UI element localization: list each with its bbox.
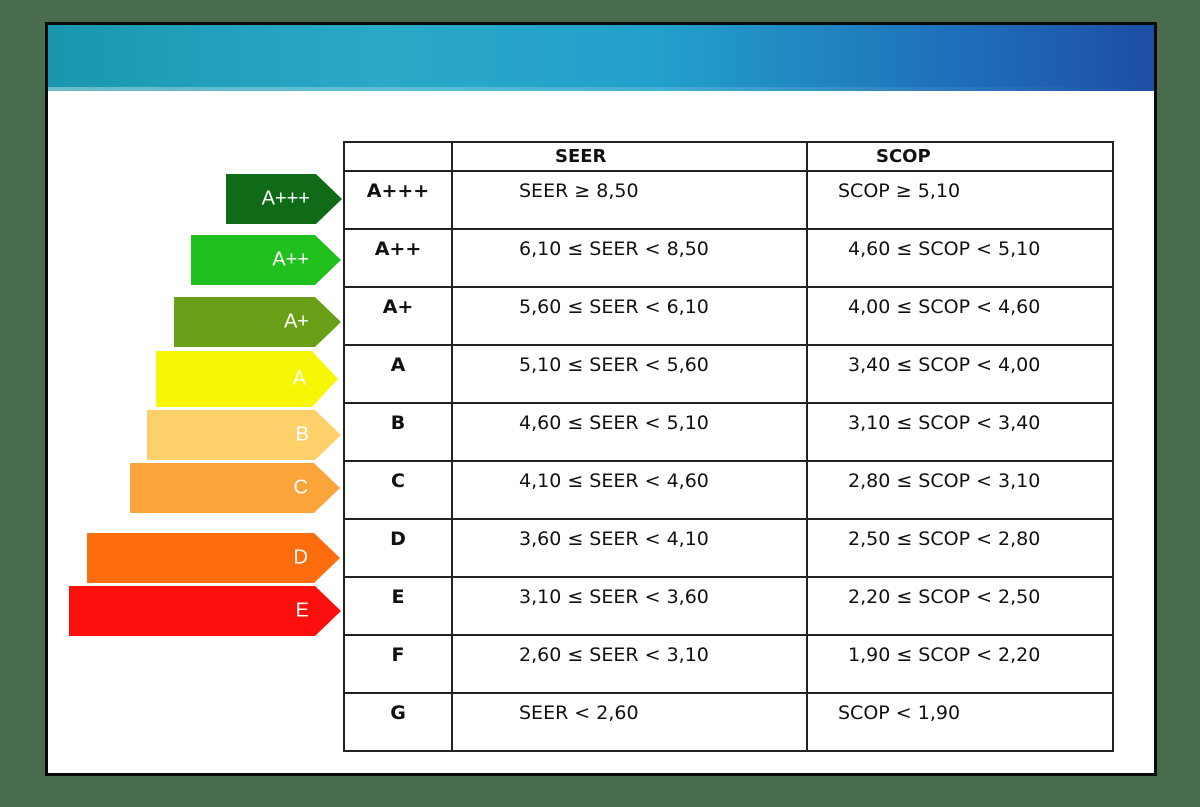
scop-cell: 3,10 ≤ SCOP < 3,40: [807, 403, 1113, 461]
scop-cell: 1,90 ≤ SCOP < 2,20: [807, 635, 1113, 693]
class-cell: C: [344, 461, 452, 519]
arrow-a3plus: A+++: [226, 174, 342, 224]
class-cell: D: [344, 519, 452, 577]
scop-cell: 4,60 ≤ SCOP < 5,10: [807, 229, 1113, 287]
class-cell: B: [344, 403, 452, 461]
arrow-d: D: [87, 533, 340, 583]
seer-cell: 6,10 ≤ SEER < 8,50: [452, 229, 807, 287]
arrow-label: A++: [272, 249, 309, 272]
seer-cell: 5,60 ≤ SEER < 6,10: [452, 287, 807, 345]
scop-cell: 3,40 ≤ SCOP < 4,00: [807, 345, 1113, 403]
class-cell: A++: [344, 229, 452, 287]
class-cell: E: [344, 577, 452, 635]
table-row: D 3,60 ≤ SEER < 4,10 2,50 ≤ SCOP < 2,80: [344, 519, 1113, 577]
arrow-label: E: [296, 600, 309, 623]
header-class: [344, 142, 452, 171]
scop-cell: SCOP < 1,90: [807, 693, 1113, 751]
arrow-a: A: [156, 351, 338, 407]
seer-cell: 4,60 ≤ SEER < 5,10: [452, 403, 807, 461]
table-row: C 4,10 ≤ SEER < 4,60 2,80 ≤ SCOP < 3,10: [344, 461, 1113, 519]
table-row: E 3,10 ≤ SEER < 3,60 2,20 ≤ SCOP < 2,50: [344, 577, 1113, 635]
scop-cell: 2,20 ≤ SCOP < 2,50: [807, 577, 1113, 635]
table-row: A+ 5,60 ≤ SEER < 6,10 4,00 ≤ SCOP < 4,60: [344, 287, 1113, 345]
table-row: A++ 6,10 ≤ SEER < 8,50 4,60 ≤ SCOP < 5,1…: [344, 229, 1113, 287]
arrow-label: A+: [284, 311, 309, 334]
table-row: A+++ SEER ≥ 8,50 SCOP ≥ 5,10: [344, 171, 1113, 229]
table-row: A 5,10 ≤ SEER < 5,60 3,40 ≤ SCOP < 4,00: [344, 345, 1113, 403]
seer-cell: SEER ≥ 8,50: [452, 171, 807, 229]
table-row: G SEER < 2,60 SCOP < 1,90: [344, 693, 1113, 751]
class-cell: G: [344, 693, 452, 751]
class-cell: F: [344, 635, 452, 693]
slide: A+++ A++ A+ A B C D E SEER SCOP: [45, 22, 1157, 776]
arrow-label: A+++: [262, 188, 310, 211]
arrow-b: B: [147, 410, 341, 460]
scop-cell: 2,50 ≤ SCOP < 2,80: [807, 519, 1113, 577]
class-cell: A+++: [344, 171, 452, 229]
scop-cell: 4,00 ≤ SCOP < 4,60: [807, 287, 1113, 345]
arrow-a2plus: A++: [191, 235, 341, 285]
table-row: F 2,60 ≤ SEER < 3,10 1,90 ≤ SCOP < 2,20: [344, 635, 1113, 693]
header-scop: SCOP: [807, 142, 1113, 171]
header-seer: SEER: [452, 142, 807, 171]
scop-cell: 2,80 ≤ SCOP < 3,10: [807, 461, 1113, 519]
arrow-c: C: [130, 463, 340, 513]
table-row: B 4,60 ≤ SEER < 5,10 3,10 ≤ SCOP < 3,40: [344, 403, 1113, 461]
arrow-label: B: [296, 424, 309, 447]
arrow-e: E: [69, 586, 341, 636]
seer-cell: 5,10 ≤ SEER < 5,60: [452, 345, 807, 403]
arrow-label: C: [294, 477, 308, 500]
table-header-row: SEER SCOP: [344, 142, 1113, 171]
seer-cell: 2,60 ≤ SEER < 3,10: [452, 635, 807, 693]
rating-table: SEER SCOP A+++ SEER ≥ 8,50 SCOP ≥ 5,10 A…: [343, 141, 1114, 752]
arrow-label: A: [293, 368, 306, 391]
seer-cell: 3,10 ≤ SEER < 3,60: [452, 577, 807, 635]
arrow-aplus: A+: [174, 297, 341, 347]
class-cell: A: [344, 345, 452, 403]
class-cell: A+: [344, 287, 452, 345]
seer-cell: 4,10 ≤ SEER < 4,60: [452, 461, 807, 519]
seer-cell: 3,60 ≤ SEER < 4,10: [452, 519, 807, 577]
header-band: [48, 25, 1154, 91]
seer-cell: SEER < 2,60: [452, 693, 807, 751]
scop-cell: SCOP ≥ 5,10: [807, 171, 1113, 229]
arrow-label: D: [294, 547, 308, 570]
